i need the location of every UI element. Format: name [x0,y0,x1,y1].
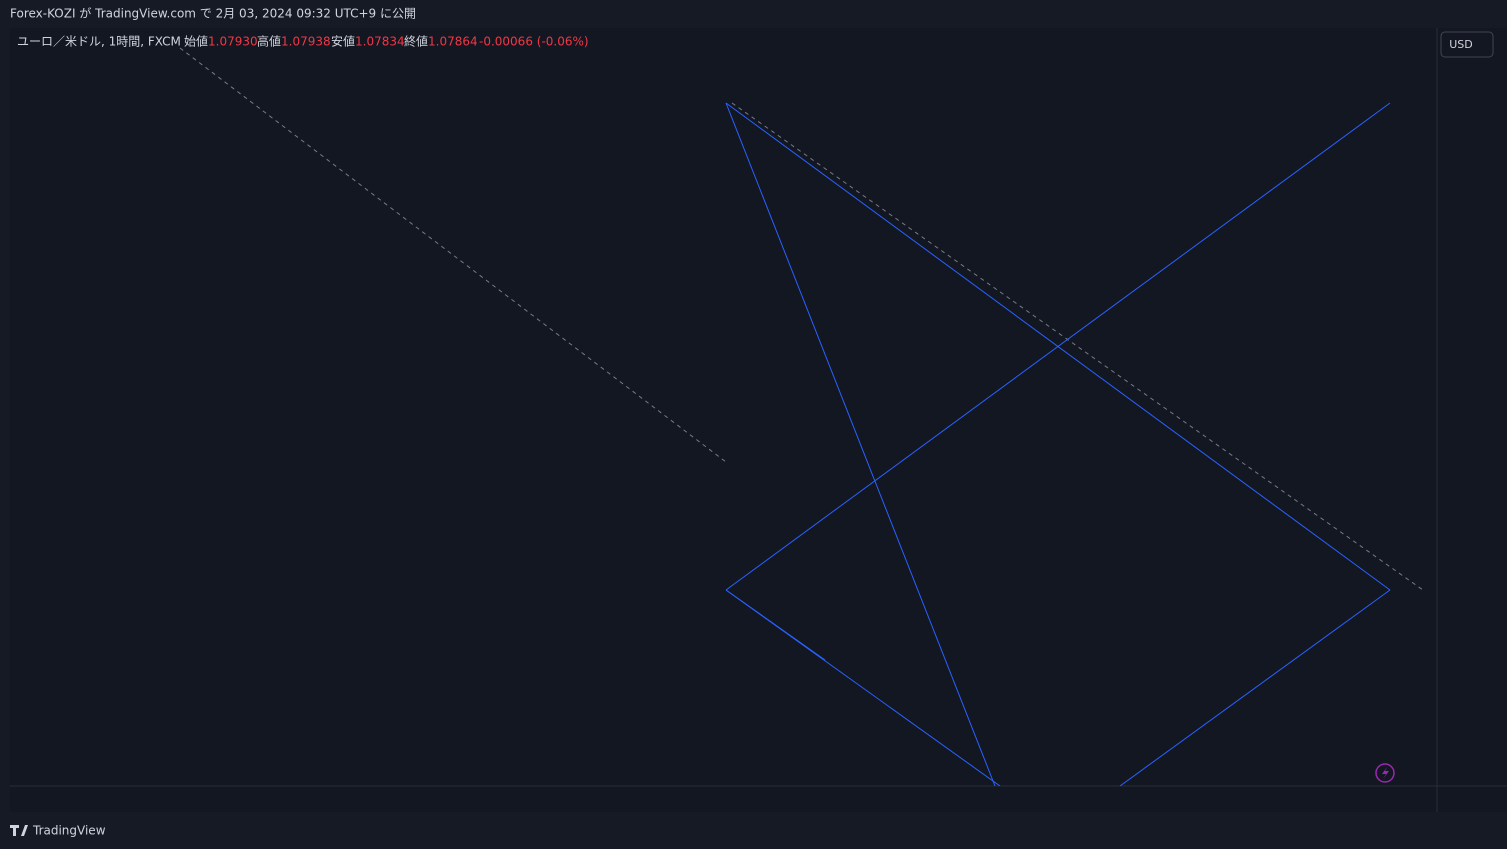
ohlc-value: 1.07864 [428,35,478,49]
trend-line [725,589,1001,786]
ohlc-value: 1.07834 [355,35,405,49]
publish-header: Forex-KOZI が TradingView.com で 2月 03, 20… [10,6,416,21]
ohlc-value: 1.07938 [281,35,331,49]
currency-label[interactable]: USD [1449,38,1473,51]
time-axis [10,786,1437,812]
alert-bolt [1382,767,1389,779]
trend-line [725,102,996,786]
currency-button[interactable] [1440,31,1494,58]
drawings [179,47,1424,786]
ohlc-name: 始値 [184,34,208,49]
brand-logo [10,825,28,836]
ohlc-value: 1.07930 [208,35,258,49]
change: -0.00066 (-0.06%) [479,35,589,49]
trend-dashed [731,102,1424,591]
trend-line [1119,589,1391,786]
ohlc-name: 高値 [257,34,281,49]
ohlc-name: 終値 [404,34,428,49]
ohlc-name: 安値 [331,34,355,49]
alert-icon[interactable] [1375,763,1395,783]
trend-dashed [179,47,727,463]
trend-line [725,102,1391,591]
brand-name: TradingView [32,824,106,838]
price-axis [1437,28,1507,812]
plot-area [10,28,1437,786]
symbol: ユーロ／米ドル, 1時間, FXCM [17,35,181,49]
